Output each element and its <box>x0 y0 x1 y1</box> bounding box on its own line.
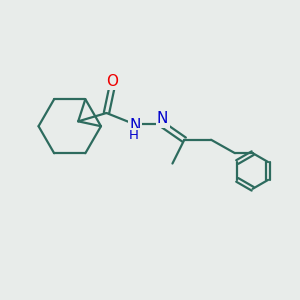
Text: N: N <box>129 118 140 133</box>
Text: O: O <box>106 74 119 89</box>
Text: N: N <box>157 112 168 127</box>
Text: H: H <box>129 129 139 142</box>
